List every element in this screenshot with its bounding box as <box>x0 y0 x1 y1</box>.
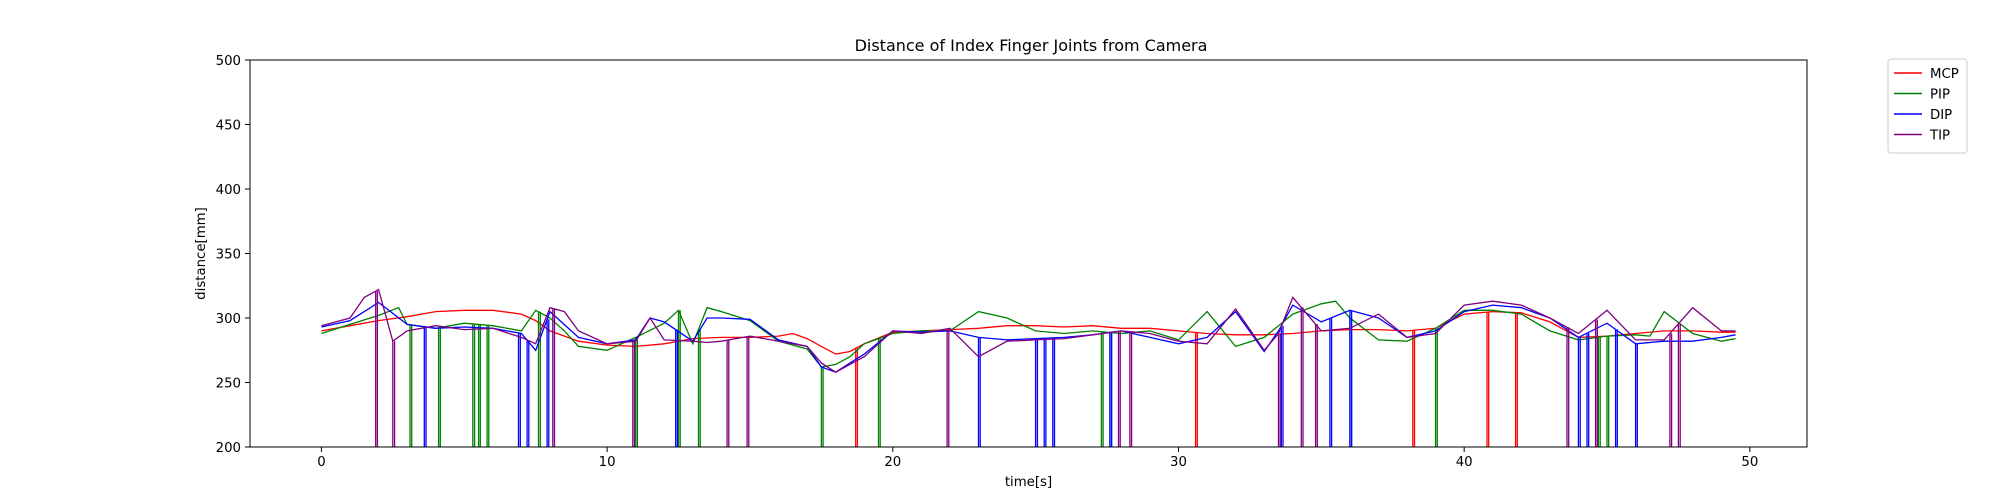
dropout-spike-tip <box>392 341 396 447</box>
dropout-spike-dip <box>526 340 530 447</box>
dropout-spike-tip <box>1669 333 1673 447</box>
x-tick-label: 50 <box>1741 455 1758 470</box>
dropout-spike-pip <box>486 325 490 447</box>
chart-title: Distance of Index Finger Joints from Cam… <box>855 36 1208 55</box>
dropout-spike-mcp <box>1514 312 1518 447</box>
dropout-spike-pip <box>1434 328 1438 447</box>
dropout-spike-tip <box>1314 324 1318 447</box>
x-axis-label: time[s] <box>1005 475 1052 490</box>
dropout-spike-tip <box>1117 331 1121 447</box>
dropout-spike-dip <box>1577 337 1581 447</box>
y-axis: 200 250 300 350 400 450 500 <box>216 54 250 456</box>
dropout-spike-dip <box>1043 338 1047 447</box>
x-tick-label: 0 <box>317 455 325 470</box>
dropout-spike-tip <box>1129 331 1133 447</box>
series-line-tip <box>321 288 1736 373</box>
dropout-spike-tip <box>375 291 379 447</box>
x-axis: 0 10 20 30 40 50 <box>317 447 1758 470</box>
dropout-spike-pip <box>472 323 476 447</box>
dropout-spike-dip <box>977 337 981 447</box>
dropout-spike-tip <box>1594 319 1598 447</box>
dropout-spike-dip <box>1634 343 1638 447</box>
y-tick-label: 450 <box>216 119 241 134</box>
y-tick-label: 200 <box>216 441 241 456</box>
dropout-spike-dip <box>517 333 521 447</box>
dropout-spike-pip <box>477 324 481 447</box>
legend-label-pip: PIP <box>1930 88 1950 103</box>
x-tick-label: 10 <box>599 455 616 470</box>
dropout-spike-mcp <box>1486 312 1490 447</box>
y-tick-label: 250 <box>216 377 241 392</box>
dropout-spike-pip <box>677 310 681 447</box>
dropout-spike-tip <box>1277 333 1281 447</box>
legend: MCP PIP DIP TIP <box>1887 58 1968 154</box>
x-tick-label: 20 <box>884 455 901 470</box>
dropout-spike-tip <box>746 336 750 447</box>
dropout-spike-tip <box>1566 327 1570 447</box>
dropout-spike-pip <box>697 329 701 447</box>
dropout-spike-tip <box>726 340 730 447</box>
x-tick-label: 30 <box>1170 455 1187 470</box>
legend-box <box>1887 58 1968 154</box>
dropout-spike-pip <box>1597 337 1601 447</box>
dropout-spike-dip <box>1052 337 1056 447</box>
dropout-spike-dip <box>546 319 550 447</box>
series-line-dip <box>321 301 1736 373</box>
legend-label-tip: TIP <box>1929 129 1950 144</box>
dropout-spike-dip <box>1349 310 1353 447</box>
y-tick-label: 300 <box>216 312 241 327</box>
dropout-spike-pip <box>537 311 541 447</box>
dropout-spike-tip <box>632 341 636 447</box>
dropout-spike-dip <box>423 326 427 447</box>
y-tick-label: 350 <box>216 248 241 263</box>
dropout-spike-tip <box>946 328 950 447</box>
dropout-spike-dip <box>1109 332 1113 447</box>
dropout-spike-tip <box>1677 323 1681 447</box>
dropout-spike-mcp <box>1194 332 1198 447</box>
dropout-spike-dip <box>1034 338 1039 447</box>
dropout-spike-pip <box>437 327 441 447</box>
y-tick-label: 400 <box>216 183 241 198</box>
y-tick-label: 500 <box>216 54 241 69</box>
dropout-spike-pip <box>1606 336 1610 447</box>
dropout-spike-dip <box>1280 325 1284 447</box>
dropout-spike-mcp <box>855 348 859 447</box>
y-axis-label: distance[mm] <box>194 207 209 300</box>
dropout-spike-mcp <box>1412 330 1416 447</box>
dropout-spike-pip <box>1100 331 1104 447</box>
series-line-mcp <box>321 309 1736 355</box>
x-tick-label: 40 <box>1456 455 1473 470</box>
dropout-spike-pip <box>877 338 881 447</box>
dropout-spike-pip <box>409 324 413 447</box>
legend-label-mcp: MCP <box>1930 67 1959 82</box>
dropout-spike-dip <box>1614 329 1618 447</box>
dropout-spike-tip <box>1300 307 1304 447</box>
legend-label-dip: DIP <box>1930 108 1952 123</box>
dropout-spike-pip <box>820 367 824 447</box>
dropout-spike-dip <box>1586 333 1590 447</box>
dropout-spike-pip <box>635 337 639 447</box>
dropout-spike-dip <box>1329 318 1333 447</box>
dropout-spike-dip <box>675 329 679 447</box>
dropout-spike-tip <box>552 308 556 447</box>
plot-area <box>321 288 1736 447</box>
